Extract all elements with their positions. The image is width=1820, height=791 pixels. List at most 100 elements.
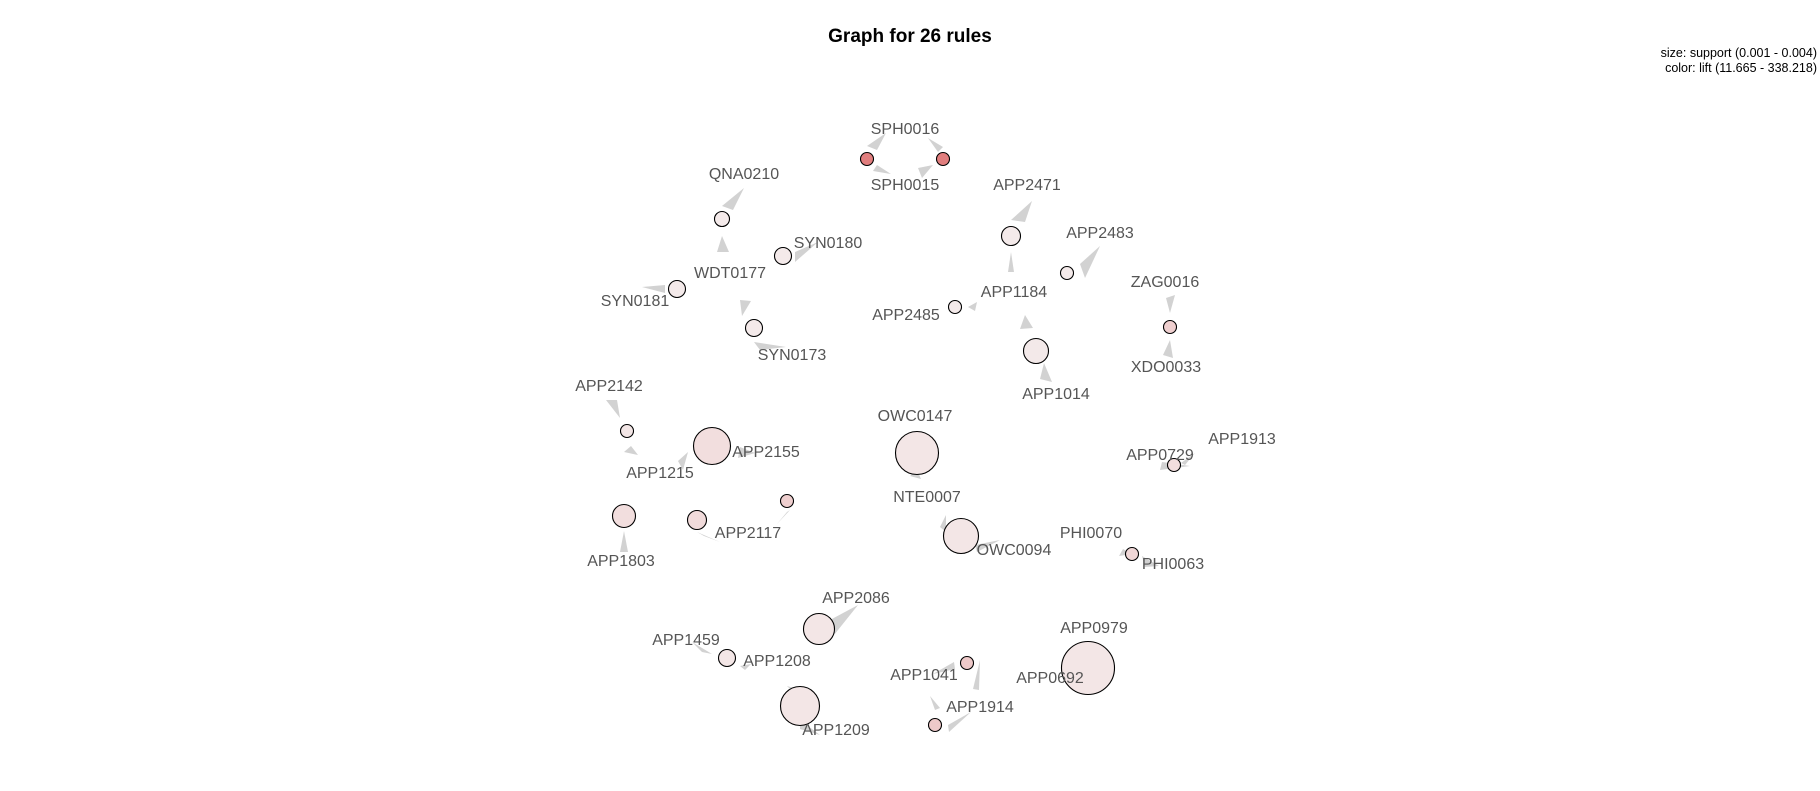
rule-node[interactable] — [1060, 640, 1116, 696]
item-label: APP1803 — [587, 553, 655, 570]
item-label: APP1914 — [946, 699, 1014, 716]
edge-arrow — [624, 446, 638, 455]
item-label: APP2471 — [993, 177, 1061, 194]
item-label: APP0979 — [1060, 620, 1128, 637]
edge-arrow — [1142, 556, 1159, 567]
item-label: SPH0016 — [871, 121, 940, 138]
rule-node[interactable] — [692, 426, 732, 466]
edge-arrow — [740, 664, 751, 670]
edge-arrow — [1166, 295, 1175, 313]
rule-node[interactable] — [1000, 225, 1022, 247]
item-label-layer: SPH0016 SPH0015 QNA0210 SYN0180 WDT0177 SYN01… — [575, 121, 1276, 739]
edge-arrow — [754, 342, 786, 350]
edge-arrow — [948, 712, 971, 732]
item-label: OWC0147 — [878, 408, 953, 425]
rule-node[interactable] — [959, 655, 975, 671]
item-label: APP1459 — [652, 632, 720, 649]
rule-node[interactable] — [779, 685, 821, 727]
rule-node[interactable] — [947, 299, 963, 315]
item-label: APP0692 — [1016, 670, 1084, 687]
edge-arrow — [740, 300, 751, 316]
rule-node[interactable] — [713, 210, 731, 228]
edge-arrow — [642, 285, 665, 293]
rule-node[interactable] — [894, 430, 940, 476]
edge-arrow — [867, 133, 886, 150]
item-label: APP2086 — [822, 590, 890, 607]
item-label: APP1913 — [1208, 431, 1276, 448]
item-label: SYN0180 — [794, 235, 863, 252]
rule-node[interactable] — [1166, 457, 1182, 473]
item-label: ZAG0016 — [1131, 274, 1200, 291]
item-label: APP2485 — [872, 307, 940, 324]
edge-arrow — [777, 510, 790, 524]
item-label: APP1208 — [743, 653, 811, 670]
item-label: APP2117 — [715, 525, 782, 542]
edge-arrow — [975, 540, 1000, 552]
edge-arrow — [1163, 340, 1173, 358]
rule-node-layer — [611, 151, 1182, 733]
rule-node[interactable] — [927, 717, 943, 733]
item-label: NTE0007 — [893, 489, 961, 506]
rule-node[interactable] — [779, 493, 795, 509]
edge-arrow — [973, 660, 980, 690]
item-label: SYN0181 — [601, 293, 670, 310]
rule-node[interactable] — [667, 279, 687, 299]
rule-node[interactable] — [619, 423, 635, 439]
rule-node[interactable] — [802, 612, 836, 646]
edge-arrow — [1008, 252, 1014, 272]
edge-arrow — [933, 662, 955, 674]
item-label: APP2155 — [732, 444, 800, 461]
item-label: APP1014 — [1022, 386, 1090, 403]
item-label: APP1041 — [890, 667, 958, 684]
edge-arrow — [697, 532, 720, 542]
item-label: SYN0173 — [758, 347, 827, 364]
edge-arrow — [873, 165, 891, 174]
rule-node[interactable] — [935, 151, 951, 167]
edge-layer — [606, 133, 1195, 735]
rule-node[interactable] — [717, 648, 737, 668]
edge-arrow — [1011, 201, 1032, 222]
edge-arrow — [830, 605, 858, 635]
edge-arrow — [968, 302, 977, 311]
edge-arrow — [928, 138, 943, 152]
edge-arrow — [1040, 363, 1052, 382]
edge-arrow — [795, 242, 818, 262]
edge-arrow — [620, 531, 628, 552]
item-label: APP1209 — [802, 722, 870, 739]
rule-node[interactable] — [1022, 337, 1050, 365]
item-label: APP2483 — [1066, 225, 1134, 242]
legend-size: size: support (0.001 - 0.004) — [1660, 46, 1817, 60]
edge-arrow — [738, 447, 755, 458]
rule-node[interactable] — [611, 503, 637, 529]
edge-arrow — [1020, 315, 1033, 329]
item-label: APP0729 — [1126, 447, 1194, 464]
item-label: PHI0070 — [1060, 525, 1122, 542]
edge-arrow — [930, 696, 940, 710]
rule-node[interactable] — [1059, 265, 1075, 281]
edge-arrow — [940, 515, 946, 532]
item-label: APP2142 — [575, 378, 643, 395]
edge-arrow — [1080, 246, 1100, 278]
rule-node[interactable] — [744, 318, 764, 338]
graph-title: Graph for 26 rules — [828, 26, 992, 47]
edge-arrow — [717, 236, 729, 252]
item-label: APP1215 — [626, 465, 694, 482]
edge-arrow — [918, 165, 933, 178]
item-label: OWC0094 — [977, 542, 1052, 559]
edge-arrow — [1181, 453, 1195, 465]
rule-node[interactable] — [686, 509, 708, 531]
edge-arrow — [678, 452, 688, 470]
legend-color: color: lift (11.665 - 338.218) — [1665, 61, 1817, 75]
rule-node[interactable] — [1124, 546, 1140, 562]
item-label: WDT0177 — [694, 265, 766, 282]
rule-node[interactable] — [942, 517, 980, 555]
item-label: SPH0015 — [871, 177, 940, 194]
item-label: APP1184 — [981, 284, 1048, 301]
item-label: QNA0210 — [709, 166, 779, 183]
rule-node[interactable] — [859, 151, 875, 167]
rule-node[interactable] — [773, 246, 793, 266]
item-label: PHI0063 — [1142, 556, 1204, 573]
rule-node[interactable] — [1162, 319, 1178, 335]
edge-arrow — [722, 188, 744, 210]
